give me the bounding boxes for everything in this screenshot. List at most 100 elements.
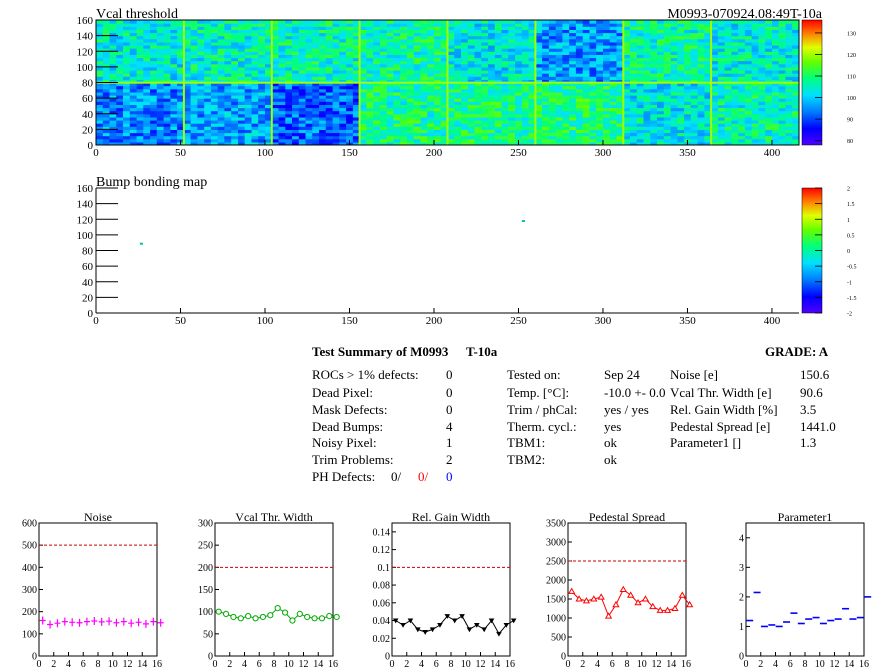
heatmap-cell [393, 29, 401, 34]
heatmap-cell [271, 123, 280, 127]
result-value: 3.5 [800, 402, 817, 417]
heatmap-cell [109, 123, 117, 127]
heatmap-cell [373, 66, 381, 71]
heatmap-cell [298, 51, 307, 55]
heatmap-cell [623, 98, 631, 102]
heatmap-cell [271, 76, 280, 80]
heatmap-cell [96, 82, 104, 87]
heatmap-cell [373, 60, 381, 65]
heatmap-cell [548, 91, 557, 96]
heatmap-cell [467, 107, 476, 112]
x-tick-label: 6 [434, 659, 439, 670]
heatmap-cell [183, 88, 192, 93]
heatmap-cell [420, 32, 428, 37]
heatmap-cell [738, 76, 746, 80]
heatmap-cell [589, 141, 597, 145]
heatmap-cell [102, 138, 111, 143]
data-point [230, 613, 237, 621]
heatmap-cell [785, 98, 793, 102]
heatmap-cell [711, 123, 719, 127]
heatmap-cell [623, 29, 631, 34]
heatmap-cell [346, 48, 354, 52]
heatmap-cell [494, 41, 503, 46]
heatmap-cell [325, 116, 334, 121]
heatmap-cell [778, 32, 787, 37]
heatmap-cell [724, 76, 732, 80]
heatmap-cell [150, 73, 158, 77]
heatmap-cell [569, 88, 577, 93]
heatmap-cell [373, 120, 381, 124]
heatmap-cell [717, 23, 726, 27]
heatmap-cell [366, 120, 374, 124]
heatmap-cell [136, 35, 144, 40]
heatmap-cell [461, 85, 469, 90]
trend-plot-title: Noise [84, 510, 112, 524]
heatmap-cell [183, 104, 192, 109]
heatmap-cell [298, 88, 307, 93]
heatmap-cell [609, 51, 618, 55]
heatmap-cell [670, 35, 678, 40]
heatmap-cell [501, 132, 509, 137]
heatmap-cell [738, 101, 746, 105]
heatmap-cell [616, 66, 624, 71]
heatmap-cell [190, 32, 198, 37]
heatmap-cell [738, 110, 746, 115]
heatmap-cell [711, 141, 719, 145]
heatmap-cell [217, 113, 226, 118]
heatmap-cell [183, 107, 192, 112]
heatmap-cell [765, 95, 773, 99]
data-point [222, 610, 230, 617]
heatmap-cell [177, 126, 185, 130]
heatmap-cell [123, 88, 131, 93]
heatmap-cell [319, 76, 327, 80]
heatmap-cell [251, 95, 259, 99]
heatmap-cell [129, 70, 138, 74]
heatmap-cell [177, 66, 185, 71]
heatmap-cell [298, 35, 307, 40]
heatmap-cell [670, 20, 678, 24]
x-tick-label: 0 [566, 659, 571, 670]
heatmap-cell [197, 51, 205, 55]
heatmap-cell [528, 73, 536, 77]
y-tick-label: 120 [77, 46, 94, 58]
heatmap-cell [177, 123, 185, 127]
heatmap-cell [440, 132, 449, 137]
heatmap-cell [684, 26, 692, 30]
heatmap-cell [744, 116, 753, 121]
heatmap-cell [123, 141, 131, 145]
heatmap-cell [643, 116, 651, 121]
heatmap-cell [582, 120, 591, 124]
heatmap-cell [373, 54, 381, 59]
heatmap-cell [603, 88, 611, 93]
heatmap-cell [724, 135, 732, 140]
heatmap-cell [603, 70, 611, 74]
heatmap-cell [285, 57, 293, 62]
heatmap-cell [319, 70, 327, 74]
heatmap-cell [319, 79, 327, 84]
heatmap-cell [731, 113, 739, 118]
heatmap-cell [123, 29, 131, 34]
heatmap-cell [630, 70, 638, 74]
heatmap-cell [535, 60, 543, 65]
heatmap-cell [197, 82, 205, 87]
heatmap-cell [170, 66, 178, 71]
data-point [311, 615, 318, 622]
heatmap-cell [298, 23, 307, 27]
heatmap-cell [650, 85, 658, 90]
heatmap-cell [589, 20, 597, 24]
heatmap-cell [305, 48, 313, 52]
heatmap-cell [190, 38, 198, 43]
heatmap-cell [494, 138, 503, 143]
heatmap-cell [494, 76, 503, 80]
heatmap-cell [373, 20, 381, 24]
heatmap-cell [177, 63, 185, 68]
heatmap-cell [650, 20, 658, 24]
heatmap-cell [244, 88, 253, 93]
heatmap-cell [738, 29, 746, 34]
heatmap-cell [197, 38, 205, 43]
heatmap-cell [501, 91, 509, 96]
heatmap-cell [102, 54, 111, 59]
heatmap-cell [251, 76, 259, 80]
heatmap-cell [420, 120, 428, 124]
